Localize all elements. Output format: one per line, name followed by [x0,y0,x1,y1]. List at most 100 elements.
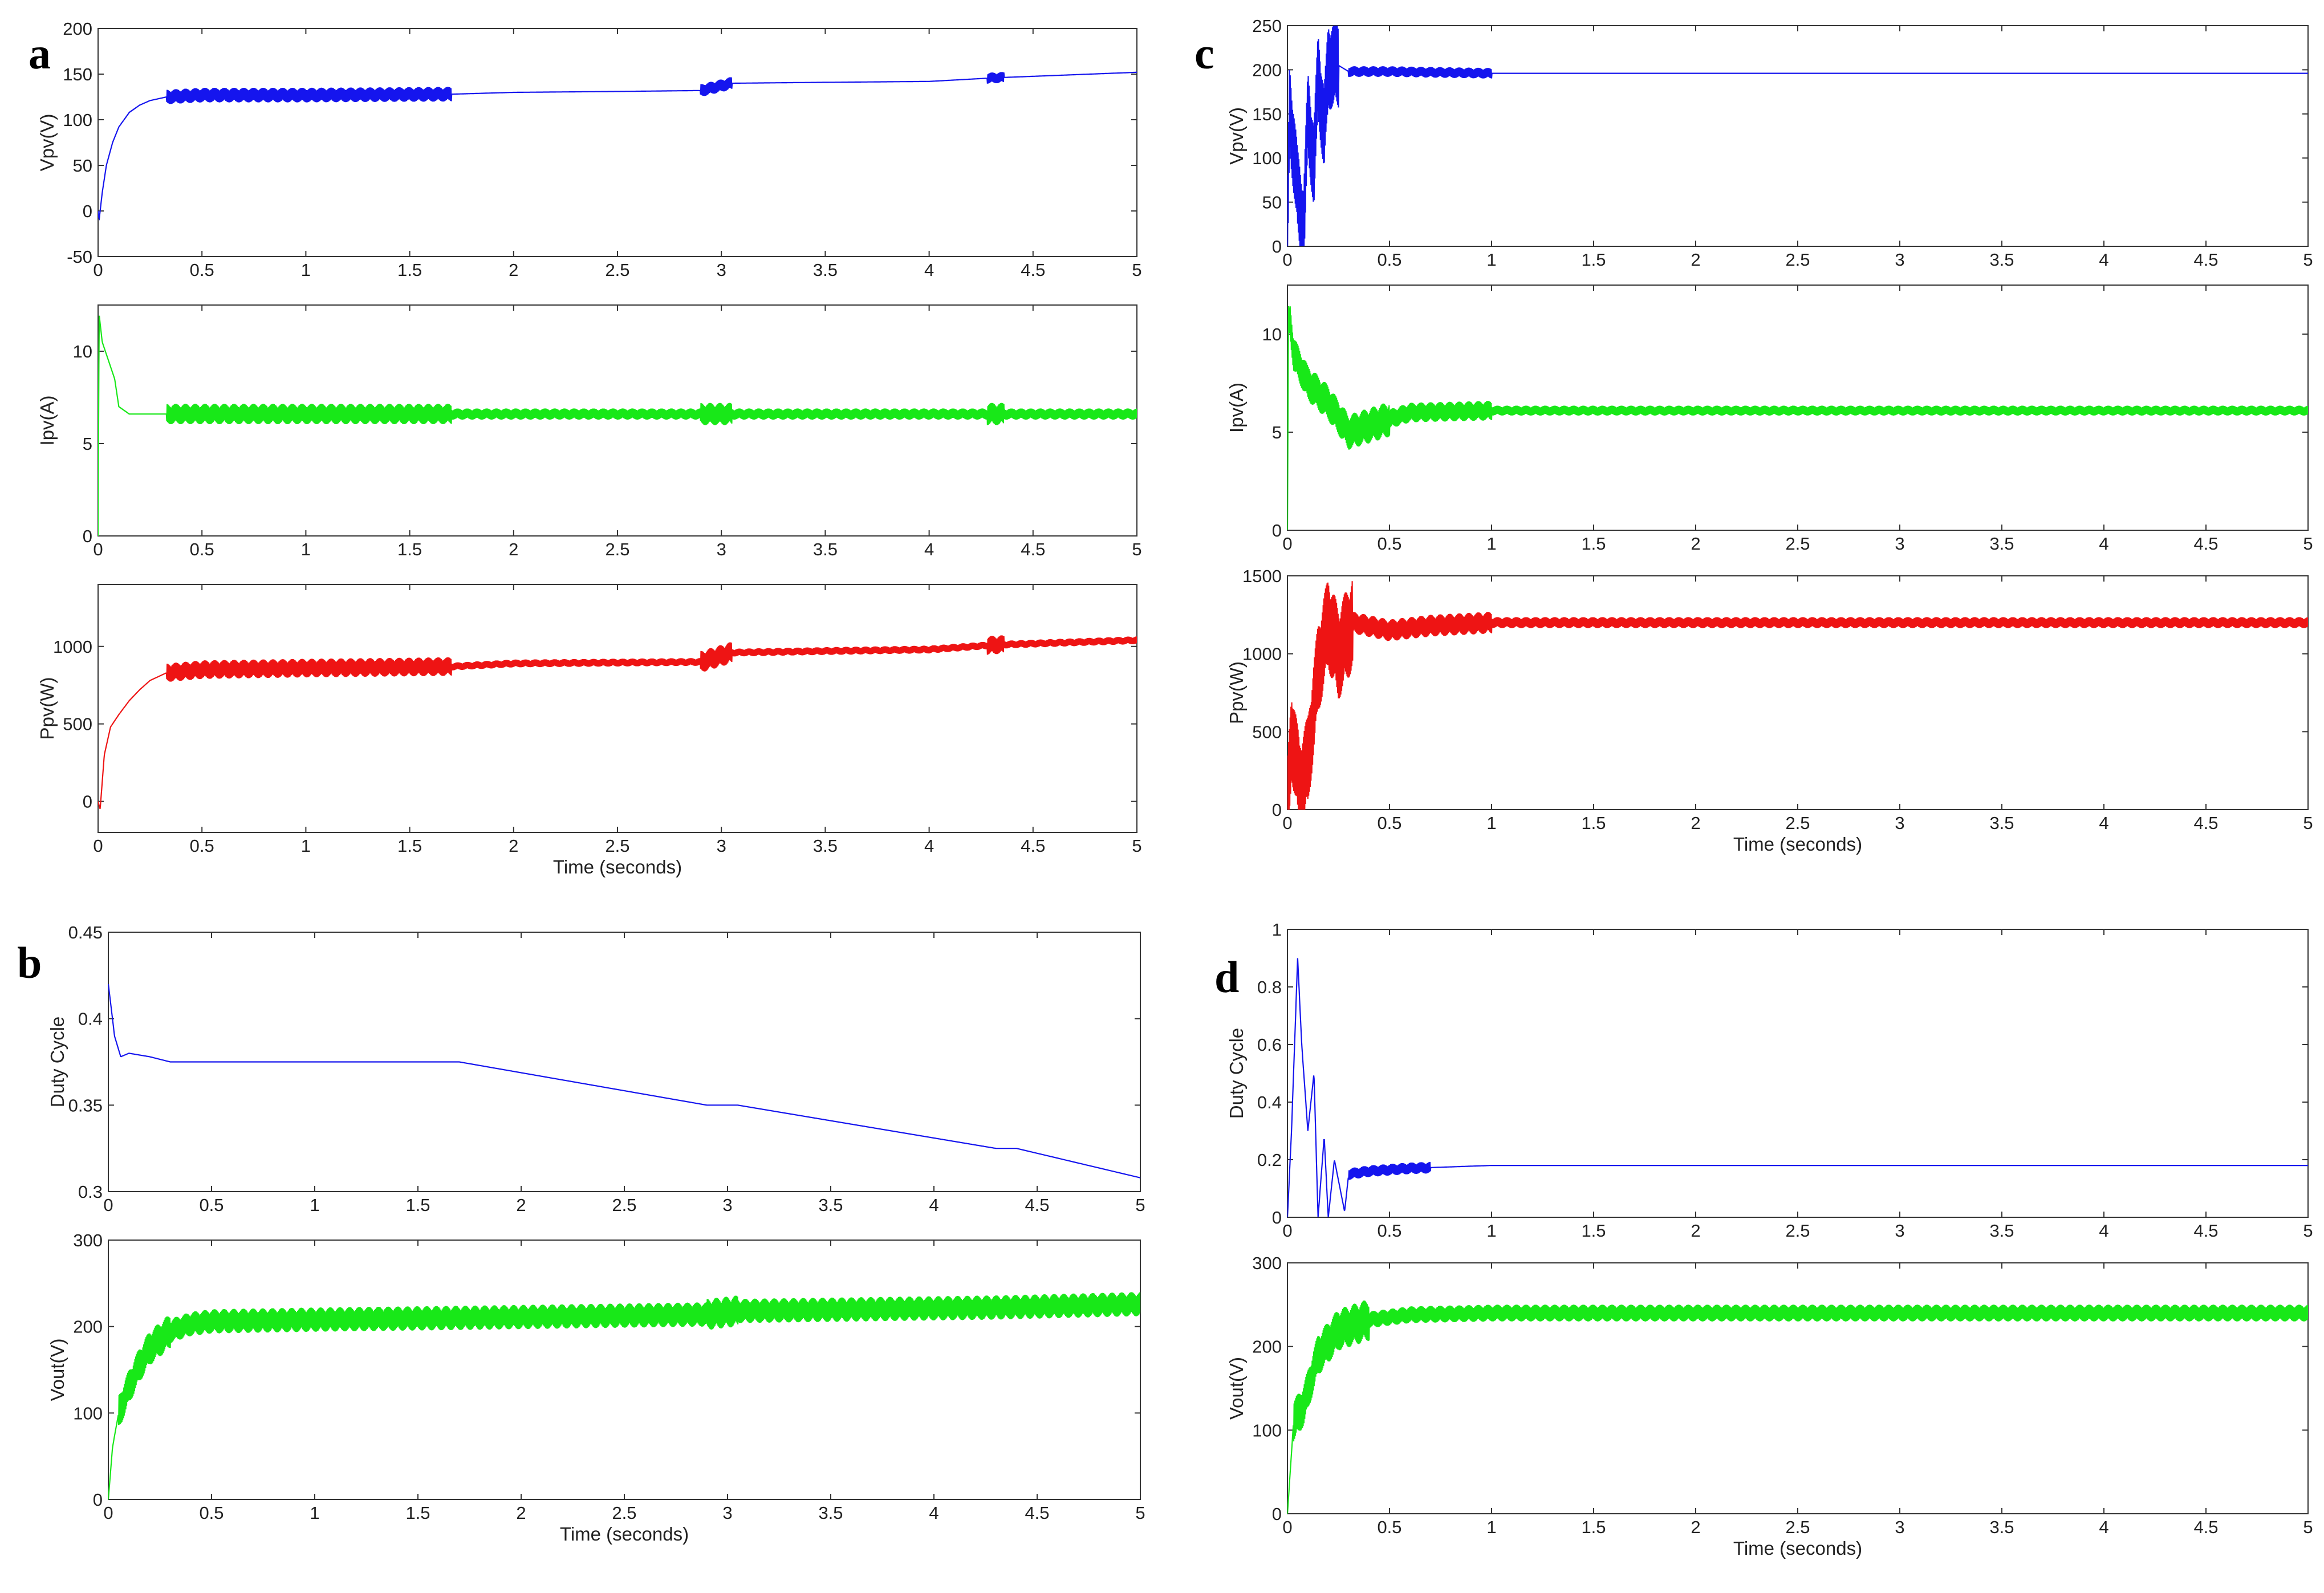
x-tick-label: 0.5 [1377,813,1401,833]
x-tick-label: 5 [1132,539,1141,559]
x-tick-label: 1.5 [397,539,422,559]
x-tick-label: 2.5 [605,539,629,559]
x-tick-label: 5 [1132,260,1141,280]
series-line-c1-0 [1287,26,2308,246]
y-tick-label: 1 [1272,920,1282,940]
x-tick-label: 1.5 [397,836,422,856]
x-tick-label: 0.5 [1377,250,1401,270]
y-axis-label: Ppv(W) [36,677,58,740]
x-tick-label: 2 [1691,250,1700,270]
x-tick-label: 5 [1132,836,1141,856]
x-tick-label: 3 [1895,1221,1904,1241]
x-tick-label: 2 [516,1503,526,1523]
x-tick-label: 0.5 [1377,1517,1401,1537]
y-tick-label: 0 [1272,521,1282,541]
x-tick-label: 2 [1691,1221,1700,1241]
y-tick-label: 0 [83,201,92,221]
y-tick-label: 0.4 [78,1009,103,1029]
x-tick-label: 4 [929,1195,938,1215]
x-tick-label: 3 [1895,250,1904,270]
panel-letter-a: a [29,29,51,78]
x-tick-label: 5 [2303,1221,2313,1241]
y-tick-label: 0.6 [1257,1035,1282,1055]
chart-a3: 0 0.5 1 1.5 2 2.5 3 3.5 4 4.5 5 0 500 1000 Ppv(W) Time … [36,584,1142,877]
x-tick-label: 1 [1486,250,1496,270]
x-tick-label: 2 [516,1195,526,1215]
x-tick-label: 0 [1282,813,1292,833]
x-tick-label: 0.5 [199,1503,224,1523]
x-tick-label: 4 [2099,1221,2108,1241]
plot-frame-b2 [108,1240,1141,1500]
x-tick-label: 0.5 [190,539,214,559]
chart-c3: 0 0.5 1 1.5 2 2.5 3 3.5 4 4.5 5 0 500 1000 1500 Ppv(W) T… [1226,566,2313,855]
y-tick-label: 0.8 [1257,977,1282,997]
y-tick-label: 50 [73,156,92,176]
y-tick-label: 0 [93,1490,103,1510]
series-line-d2-0 [1287,1300,2308,1514]
x-tick-label: 3 [717,539,726,559]
x-tick-label: 3 [722,1503,732,1523]
x-tick-label: 3.5 [1989,1517,2014,1537]
y-tick-label: 0 [1272,1208,1282,1228]
x-tick-label: 2.5 [605,260,629,280]
x-tick-label: 0 [1282,1517,1292,1537]
y-axis-label: Vout(V) [47,1338,68,1401]
y-axis-label: Ipv(A) [36,395,58,445]
y-tick-label: 5 [1272,422,1282,442]
y-tick-label: 300 [73,1230,103,1250]
x-tick-label: 3 [722,1195,732,1215]
x-tick-label: 2 [509,836,518,856]
x-tick-label: 2 [509,539,518,559]
y-tick-label: 0 [1272,1504,1282,1524]
series-line-b1-0 [108,984,1140,1179]
y-tick-label: 100 [1252,148,1282,168]
x-tick-label: 1 [301,539,311,559]
x-tick-label: 2 [1691,1517,1700,1537]
x-tick-label: 1 [301,260,311,280]
x-tick-label: 3 [1895,534,1904,554]
x-tick-label: 5 [2303,534,2313,554]
x-tick-label: 2.5 [1785,1517,1810,1537]
x-tick-label: 1.5 [405,1195,430,1215]
x-tick-label: 4.5 [1021,836,1045,856]
x-tick-label: 2 [1691,813,1700,833]
plots-layer: 0 0.5 1 1.5 2 2.5 3 3.5 4 4.5 5-50050100150200Vpv(… [36,16,2313,1559]
y-tick-label: 0 [1272,237,1282,257]
y-tick-label: 0.45 [68,923,103,942]
x-tick-label: 4.5 [1021,539,1045,559]
x-tick-label: 3.5 [818,1195,843,1215]
x-tick-label: 3 [717,260,726,280]
panel-letter-b: b [17,938,42,988]
y-tick-label: 1000 [1242,644,1282,664]
x-tick-label: 1.5 [405,1503,430,1523]
x-tick-label: 5 [1135,1503,1145,1523]
y-axis-label: Vpv(V) [36,114,58,172]
chart-b1: 0 0.5 1 1.5 2 2.5 3 3.5 4 4.5 5 0.3 0.35 0.4 0.45 Duty … [47,923,1145,1215]
y-tick-label: 0.3 [78,1182,103,1202]
x-tick-label: 5 [2303,250,2313,270]
series-line-c2-0 [1287,306,2308,530]
y-tick-label: 5 [83,434,92,454]
y-tick-label: 300 [1252,1253,1282,1273]
x-tick-label: 1 [310,1503,319,1523]
x-tick-label: 1 [310,1195,319,1215]
x-tick-label: 2.5 [1785,1221,1810,1241]
y-tick-label: 500 [63,714,92,734]
x-tick-label: 0 [103,1195,113,1215]
series-line-c3-0 [1287,581,2308,810]
y-axis-label: Duty Cycle [1226,1028,1247,1119]
x-tick-label: 3.5 [813,539,838,559]
y-tick-label: 100 [63,110,92,130]
y-tick-label: 1500 [1242,566,1282,586]
x-tick-label: 4 [924,539,934,559]
x-tick-label: 1 [1486,534,1496,554]
plot-frame-a1 [97,28,1137,257]
x-axis-label: Time (seconds) [1733,834,1862,855]
x-tick-label: 0.5 [190,260,214,280]
x-axis-label: Time (seconds) [1733,1538,1862,1559]
panel-letter-d: d [1214,952,1239,1002]
series-line-a3-0 [98,635,1137,809]
x-tick-label: 3 [717,836,726,856]
x-tick-label: 0 [93,836,103,856]
